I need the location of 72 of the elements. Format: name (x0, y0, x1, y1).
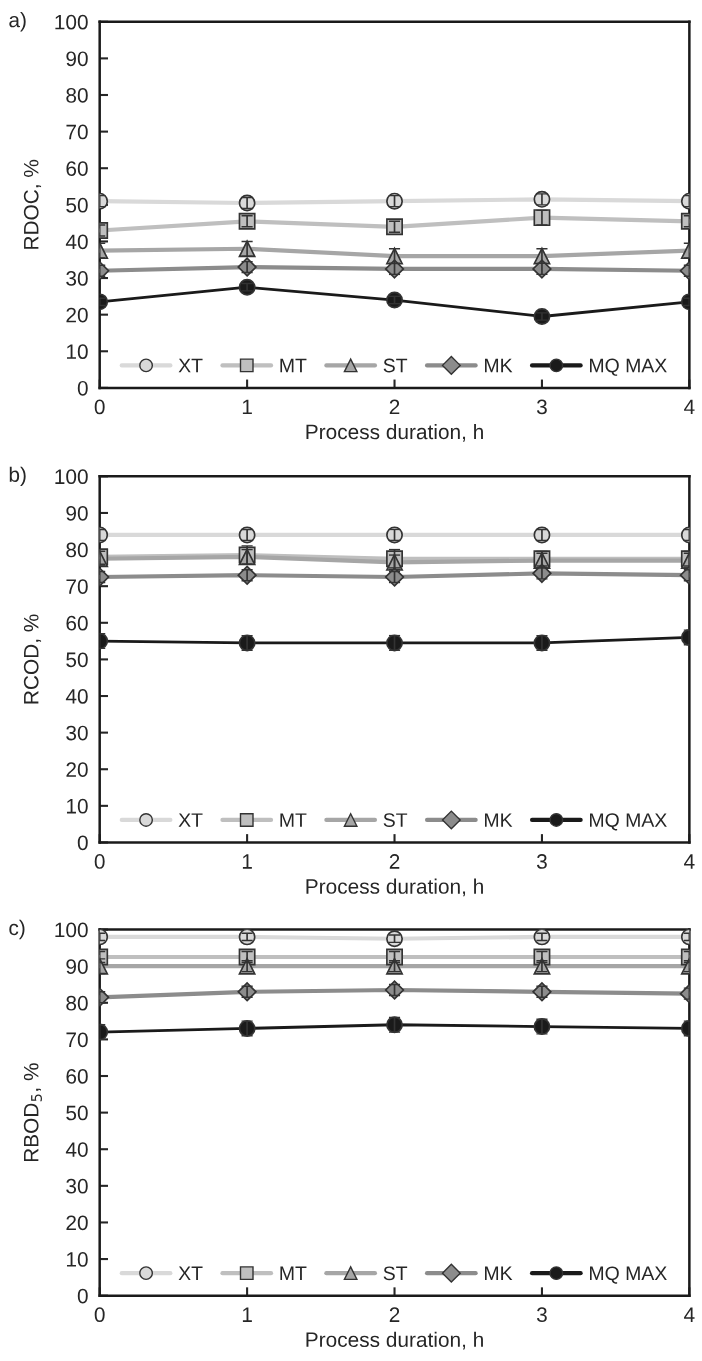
legend-label: XT (178, 1266, 203, 1280)
y-tick-label: 20 (66, 1215, 88, 1231)
y-axis-title: RBOD$_{5}$, % (23, 1063, 42, 1162)
y-tick-label: 50 (66, 197, 88, 213)
y-tick-label: 80 (66, 542, 88, 558)
y-tick-label: 20 (66, 307, 88, 323)
y-tick-label: 80 (66, 995, 88, 1011)
legend-label: XT (178, 813, 203, 827)
y-tick-label: 60 (66, 161, 88, 176)
x-tick-label: 0 (94, 854, 105, 869)
x-tick-label: 4 (684, 399, 695, 415)
y-tick-label: 100 (55, 922, 88, 938)
legend-label: MQ MAX (590, 358, 667, 376)
legend-label: MT (280, 1266, 307, 1280)
y-axis-title: RCOD, % (23, 614, 42, 704)
x-tick-label: 3 (536, 399, 547, 415)
y-tick-label: 70 (66, 579, 88, 594)
y-tick-label: 20 (66, 762, 88, 777)
legend-label: XT (178, 358, 203, 373)
chart-title: c) (9, 919, 25, 940)
legend-label: ST (383, 358, 408, 373)
x-tick-label: 1 (242, 1307, 252, 1322)
legend-label: ST (383, 1266, 408, 1281)
chart-title: b) (9, 466, 26, 487)
x-tick-label: 3 (536, 854, 547, 869)
x-tick-label: 2 (389, 854, 400, 869)
y-tick-label: 100 (55, 469, 88, 485)
x-tick-label: 3 (536, 1307, 547, 1323)
y-tick-label: 0 (77, 835, 88, 851)
y-tick-label: 90 (66, 959, 88, 974)
x-tick-label: 4 (684, 854, 695, 869)
y-axis-title: RDOC, % (23, 159, 42, 249)
y-tick-label: 70 (66, 124, 88, 140)
legend-label: MT (280, 358, 307, 373)
y-tick-label: 80 (66, 88, 88, 103)
chart-title: a) (9, 12, 26, 32)
y-tick-label: 40 (65, 689, 88, 704)
x-tick-label: 0 (94, 399, 105, 415)
x-tick-label: 1 (242, 854, 252, 869)
y-tick-label: 60 (66, 1069, 88, 1084)
y-tick-label: 40 (65, 234, 88, 250)
legend-label: MQ MAX (590, 813, 667, 831)
y-tick-label: 40 (65, 1142, 88, 1157)
legend-label: MK (485, 1266, 513, 1280)
legend-label: MK (485, 358, 513, 373)
y-tick-label: 10 (66, 344, 88, 360)
y-tick-label: 90 (66, 51, 88, 67)
legend-label: MT (280, 813, 307, 827)
y-tick-label: 30 (66, 271, 88, 286)
y-tick-label: 30 (66, 1178, 88, 1194)
x-tick-label: 2 (389, 399, 400, 415)
y-tick-label: 0 (77, 1288, 88, 1304)
y-tick-label: 10 (66, 798, 88, 814)
y-tick-label: 50 (66, 652, 88, 668)
x-tick-label: 4 (684, 1307, 695, 1322)
x-axis-title: Process duration, h (306, 878, 483, 897)
y-tick-label: 70 (66, 1032, 88, 1048)
y-tick-label: 10 (66, 1252, 88, 1267)
x-axis-title: Process duration, h (306, 1331, 483, 1350)
x-axis-title: Process duration, h (306, 423, 483, 442)
legend-label: MQ MAX (590, 1266, 667, 1284)
x-tick-label: 0 (94, 1307, 105, 1323)
y-tick-label: 60 (66, 615, 88, 631)
y-tick-label: 50 (66, 1105, 88, 1121)
y-tick-label: 100 (55, 14, 88, 30)
legend-label: MK (485, 813, 513, 827)
y-tick-label: 90 (66, 505, 88, 521)
y-tick-label: 0 (77, 380, 88, 396)
y-tick-label: 30 (66, 725, 88, 741)
x-tick-label: 2 (389, 1307, 400, 1322)
legend-label: ST (383, 813, 408, 827)
x-tick-label: 1 (242, 399, 252, 415)
